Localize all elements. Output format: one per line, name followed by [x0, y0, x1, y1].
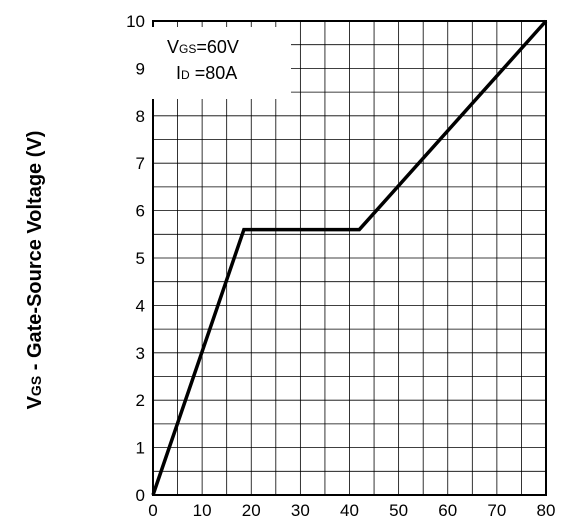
plot-frame — [152, 20, 547, 496]
x-tick-label: 40 — [340, 501, 359, 520]
grid — [153, 21, 546, 495]
y-tick-labels: 0 1 2 3 4 5 6 7 8 9 10 — [126, 12, 145, 505]
y-tick-label: 8 — [136, 107, 145, 126]
y-tick-label: 6 — [136, 202, 145, 221]
x-tick-label: 60 — [438, 501, 457, 520]
x-tick-label: 20 — [242, 501, 261, 520]
annotation-background — [151, 27, 291, 99]
x-tick-label: 10 — [193, 501, 212, 520]
x-tick-label: 0 — [148, 501, 157, 520]
y-tick-label: 7 — [136, 154, 145, 173]
y-tick-label: 0 — [136, 486, 145, 505]
series-line — [151, 19, 548, 496]
annotation-box: VGS=60V ID =80A — [151, 27, 291, 99]
y-tick-label: 3 — [136, 344, 145, 363]
y-tick-label: 9 — [136, 59, 145, 78]
x-tick-labels: 0 10 20 30 40 50 60 70 80 — [148, 501, 555, 520]
y-axis-label: VGS - Gate-Source Voltage (V) — [24, 131, 46, 410]
annotation-vgs: VGS=60V — [167, 37, 239, 57]
x-tick-label: 50 — [389, 501, 408, 520]
annotation-id: ID =80A — [176, 63, 237, 83]
y-tick-label: 2 — [136, 391, 145, 410]
y-tick-label: 5 — [136, 249, 145, 268]
y-tick-label: 1 — [136, 439, 145, 458]
x-tick-label: 80 — [537, 501, 556, 520]
y-tick-label: 10 — [126, 12, 145, 31]
x-tick-label: 30 — [291, 501, 310, 520]
x-tick-label: 70 — [487, 501, 506, 520]
y-tick-label: 4 — [136, 296, 145, 315]
